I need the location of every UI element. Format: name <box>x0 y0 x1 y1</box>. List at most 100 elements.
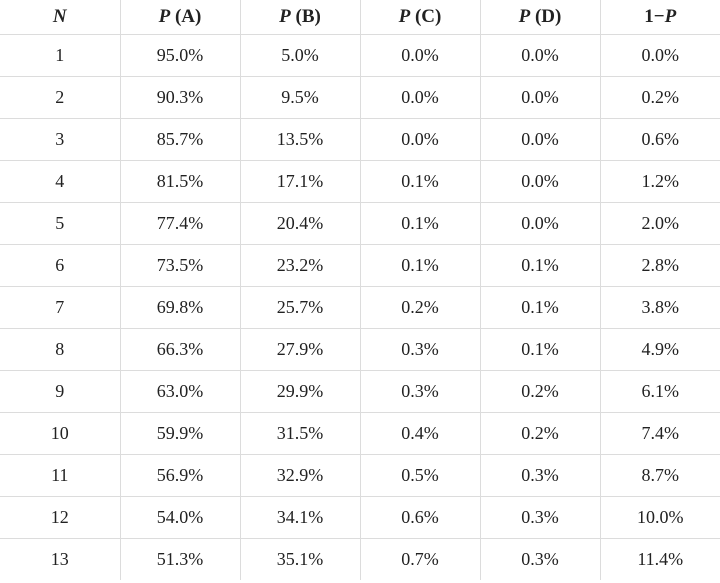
cell-one-minus-p: 0.6% <box>600 118 720 161</box>
header-p-d-var: P <box>518 6 531 27</box>
cell-n: 11 <box>0 454 121 497</box>
header-p-c: P (C) <box>360 0 481 35</box>
cell-p-b: 20.4% <box>240 202 361 245</box>
cell-n: 3 <box>0 118 121 161</box>
header-p-b: P (B) <box>240 0 361 35</box>
cell-one-minus-p: 3.8% <box>600 286 720 329</box>
table-row: 7 69.8% 25.7% 0.2% 0.1% 3.8% <box>0 286 720 329</box>
cell-p-c: 0.6% <box>360 496 481 539</box>
table-row: 3 85.7% 13.5% 0.0% 0.0% 0.6% <box>0 118 720 161</box>
cell-p-d: 0.0% <box>480 160 601 203</box>
table-row: 1 95.0% 5.0% 0.0% 0.0% 0.0% <box>0 34 720 77</box>
cell-n: 9 <box>0 370 121 413</box>
cell-p-c: 0.3% <box>360 328 481 371</box>
cell-p-b: 32.9% <box>240 454 361 497</box>
cell-n: 1 <box>0 34 121 77</box>
header-n: N <box>0 0 121 35</box>
cell-p-a: 85.7% <box>120 118 241 161</box>
cell-p-c: 0.3% <box>360 370 481 413</box>
cell-one-minus-p: 7.4% <box>600 412 720 455</box>
header-row: N P (A) P (B) P (C) P (D) 1−P <box>0 0 720 35</box>
header-one-minus-p-prefix: 1− <box>644 6 665 27</box>
cell-p-b: 29.9% <box>240 370 361 413</box>
cell-p-c: 0.1% <box>360 160 481 203</box>
cell-p-b: 25.7% <box>240 286 361 329</box>
cell-p-d: 0.0% <box>480 118 601 161</box>
cell-one-minus-p: 11.4% <box>637 549 684 569</box>
table-row: 4 81.5% 17.1% 0.1% 0.0% 1.2% <box>0 160 720 203</box>
cell-p-d: 0.2% <box>480 370 601 413</box>
cell-n: 2 <box>0 76 121 119</box>
cell-p-b: 17.1% <box>240 160 361 203</box>
cell-p-b: 9.5% <box>240 76 361 119</box>
cell-p-d: 0.2% <box>480 412 601 455</box>
table-row: 8 66.3% 27.9% 0.3% 0.1% 4.9% <box>0 328 720 371</box>
cell-one-minus-p: 1.2% <box>600 160 720 203</box>
cell-p-d: 0.0% <box>480 202 601 245</box>
cell-p-a: 51.3% <box>120 538 241 580</box>
cell-one-minus-p: 2.8% <box>600 244 720 287</box>
cell-one-minus-p: 0.0% <box>600 34 720 77</box>
cell-p-a: 56.9% <box>120 454 241 497</box>
header-p-c-var: P <box>398 6 411 27</box>
cell-p-a: 63.0% <box>120 370 241 413</box>
cell-p-a: 66.3% <box>120 328 241 371</box>
cell-one-minus-p: 2.0% <box>600 202 720 245</box>
cell-p-b: 23.2% <box>240 244 361 287</box>
cell-p-b: 34.1% <box>240 496 361 539</box>
cell-p-d: 0.3% <box>480 496 601 539</box>
cell-one-minus-p: 4.9% <box>600 328 720 371</box>
header-p-c-suffix: (C) <box>410 6 442 27</box>
cell-p-a: 81.5% <box>120 160 241 203</box>
header-p-b-var: P <box>279 6 291 27</box>
cell-n: 7 <box>0 286 121 329</box>
cell-p-a: 54.0% <box>120 496 241 539</box>
cell-one-minus-p: 6.1% <box>600 370 720 413</box>
header-one-minus-p-var: P <box>664 6 677 27</box>
table-body: 1 95.0% 5.0% 0.0% 0.0% 0.0% 2 90.3% 9.5% 0.0% 0.0%… <box>0 34 720 580</box>
cell-p-d: 0.3% <box>480 454 601 497</box>
cell-p-b: 13.5% <box>240 118 361 161</box>
cell-p-a: 90.3% <box>120 76 241 119</box>
table-row: 13 51.3% 35.1% 0.7% 0.3% 11.4% <box>0 538 720 580</box>
cell-p-c: 0.1% <box>360 202 481 245</box>
header-p-b-suffix: (B) <box>290 6 321 27</box>
cell-one-minus-p: 8.7% <box>600 454 720 497</box>
cell-p-d: 0.1% <box>480 244 601 287</box>
cell-p-c: 0.5% <box>360 454 481 497</box>
cell-one-minus-p: 0.2% <box>600 76 720 119</box>
header-one-minus-p: 1−P <box>600 0 720 35</box>
cell-p-b: 31.5% <box>240 412 361 455</box>
cell-n: 12 <box>0 496 121 539</box>
cell-p-c: 0.7% <box>360 538 481 580</box>
cell-n: 4 <box>0 160 121 203</box>
cell-n: 13 <box>0 538 121 580</box>
cell-p-c: 0.2% <box>360 286 481 329</box>
header-p-a-suffix: (A) <box>170 6 202 27</box>
header-p-d-suffix: (D) <box>530 6 562 27</box>
cell-p-a: 77.4% <box>120 202 241 245</box>
table-row: 6 73.5% 23.2% 0.1% 0.1% 2.8% <box>0 244 720 287</box>
cell-p-c: 0.0% <box>360 76 481 119</box>
cell-p-d: 0.3% <box>480 538 601 580</box>
cell-p-c: 0.4% <box>360 412 481 455</box>
cell-p-c: 0.1% <box>360 244 481 287</box>
header-n-var: N <box>52 6 67 27</box>
cell-p-c: 0.0% <box>360 34 481 77</box>
cell-p-b: 35.1% <box>240 538 361 580</box>
cell-n: 10 <box>0 412 121 455</box>
table-row: 5 77.4% 20.4% 0.1% 0.0% 2.0% <box>0 202 720 245</box>
table-row: 12 54.0% 34.1% 0.6% 0.3% 10.0% <box>0 496 720 539</box>
table-row: 10 59.9% 31.5% 0.4% 0.2% 7.4% <box>0 412 720 455</box>
table-row: 11 56.9% 32.9% 0.5% 0.3% 8.7% <box>0 454 720 497</box>
cell-p-b: 5.0% <box>240 34 361 77</box>
cell-n: 5 <box>0 202 121 245</box>
cell-p-a: 73.5% <box>120 244 241 287</box>
cell-p-d: 0.0% <box>480 76 601 119</box>
cell-p-d: 0.0% <box>480 34 601 77</box>
cell-p-a: 69.8% <box>120 286 241 329</box>
table-row: 9 63.0% 29.9% 0.3% 0.2% 6.1% <box>0 370 720 413</box>
header-p-a: P (A) <box>120 0 241 35</box>
cell-n: 6 <box>0 244 121 287</box>
